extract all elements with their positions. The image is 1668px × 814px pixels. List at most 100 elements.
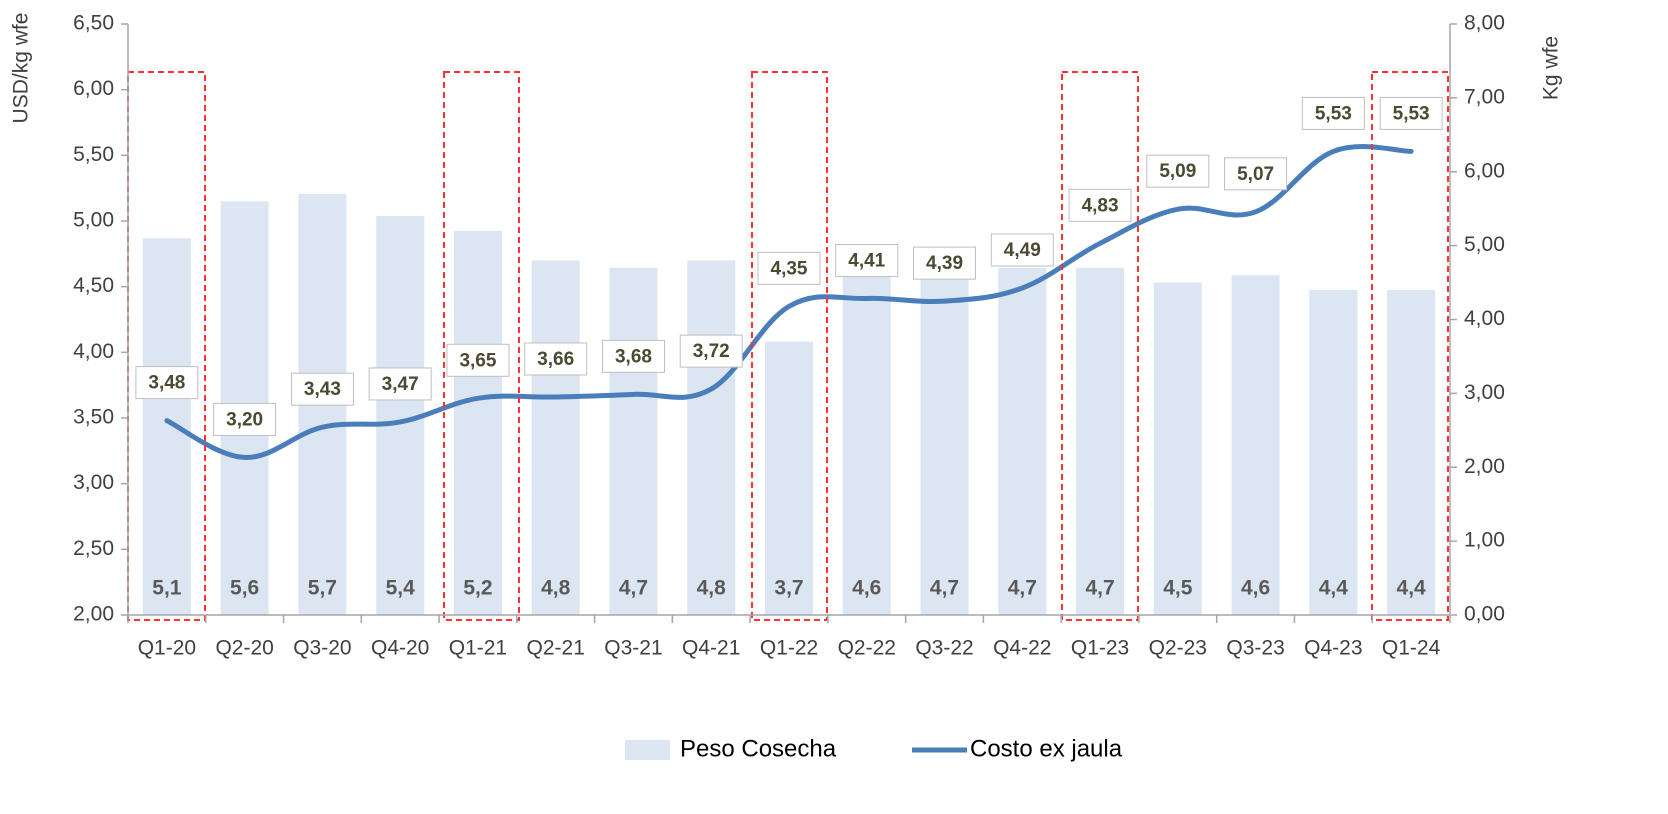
value-label-box [990,233,1054,267]
line-value-label: 3,72 [693,341,730,362]
bar [531,260,580,615]
line-value-label: 5,09 [1159,161,1196,182]
y2-tick-label: 8,00 [1464,12,1505,35]
line-value-label: 4,39 [926,253,963,274]
y-tick-label: 4,50 [73,274,114,297]
value-label-box [213,402,277,436]
bar [920,267,969,615]
bar-value-label: 5,6 [230,577,259,600]
bar [1076,267,1125,615]
x-tick-label: Q2-21 [527,637,585,660]
value-label-box [1068,188,1132,222]
x-tick-label: Q4-22 [993,637,1051,660]
y2-axis-title: Kg wfe [1540,36,1563,100]
y-tick-label: 2,50 [73,537,114,560]
x-tick-label: Q3-20 [293,637,351,660]
value-label-box [679,334,743,368]
bar-value-label: 4,6 [852,577,881,600]
bar-value-label: 4,8 [541,577,571,600]
legend-swatch [625,740,670,760]
value-label-box [757,251,821,285]
y-tick-label: 2,00 [73,603,114,626]
highlight-box [751,71,828,621]
x-tick-label: Q1-21 [449,637,507,660]
value-label-box [368,367,432,401]
value-label-box [601,339,665,373]
bar [842,275,891,615]
y-axis-title: USD/kg wfe [10,13,33,124]
y2-tick-label: 4,00 [1464,307,1505,330]
x-tick-label: Q1-22 [760,637,818,660]
line-value-label: 4,35 [771,258,808,279]
value-label-box [913,246,977,280]
line [164,144,1414,460]
value-label-box [1301,96,1365,130]
highlight-box [1061,71,1139,621]
y2-tick-label: 6,00 [1464,159,1505,182]
x-tick-label: Q4-20 [371,637,429,660]
bar [453,230,502,615]
x-tick-label: Q1-20 [138,637,196,660]
line-value-label: 4,83 [1082,195,1119,216]
x-tick-label: Q4-21 [682,637,740,660]
line-value-label: 5,07 [1237,164,1274,185]
x-tick-label: Q3-22 [915,637,973,660]
bar-value-label: 4,7 [930,577,959,600]
value-label-box [1146,154,1210,188]
bar-value-label: 4,5 [1163,577,1193,600]
bar [765,341,813,615]
value-label-box [524,342,588,376]
line-value-label: 3,43 [304,379,341,400]
y2-tick-label: 5,00 [1464,233,1505,256]
line-value-label: 3,47 [382,374,419,395]
y-tick-label: 5,00 [73,209,114,232]
x-tick-label: Q1-23 [1071,637,1129,660]
line-value-label: 3,20 [226,409,263,430]
bar-value-label: 4,4 [1319,577,1349,600]
y-tick-label: 5,50 [73,143,114,166]
x-tick-label: Q3-23 [1226,637,1284,660]
line-value-label: 3,65 [459,350,496,371]
bar-value-label: 4,7 [1008,577,1037,600]
x-tick-label: Q2-20 [215,637,273,660]
value-label-box [290,372,354,406]
highlights [127,71,1449,621]
highlight-box [1371,71,1449,621]
y2-tick-label: 1,00 [1464,529,1505,552]
value-label-box [835,243,899,277]
bar [998,267,1047,615]
bar [687,260,736,615]
value-label-box [135,366,199,400]
y2-tick-label: 3,00 [1464,381,1505,404]
bar-value-label: 4,4 [1397,577,1427,600]
bar [609,267,658,615]
value-label-box [446,343,510,377]
bar-value-label: 5,7 [308,577,337,600]
x-tick-label: Q2-22 [838,637,896,660]
bar-value-label: 5,1 [152,577,182,600]
bar [1309,289,1358,615]
line-value-label: 3,66 [537,349,574,370]
y2-tick-label: 2,00 [1464,455,1505,478]
y-tick-label: 6,50 [73,12,114,35]
legend-label: Peso Cosecha [680,735,837,762]
line-value-label: 4,41 [848,251,885,272]
bar-value-label: 4,7 [619,577,648,600]
bars [142,193,1436,616]
value-label-box [1379,96,1443,130]
labels: 5,1 5,6 5,7 5,4 5,2 4,8 4,7 4,8 3,7 4,6 4,7 4,7 4,7 4… [135,96,1443,600]
line-value-label: 5,53 [1393,103,1430,124]
bar [1231,275,1280,615]
bar [1387,289,1436,615]
line-value-label: 5,53 [1315,103,1352,124]
bar-value-label: 4,7 [1085,577,1114,600]
y-tick-label: 3,00 [73,471,114,494]
bar-value-label: 3,7 [774,577,803,600]
x-tick-label: Q1-24 [1382,637,1441,660]
x-tick-label: Q3-21 [604,637,662,660]
x-tick-label: Q2-23 [1149,637,1207,660]
y-tick-label: 3,50 [73,406,114,429]
lines [164,144,1414,460]
y-tick-label: 4,00 [73,340,114,363]
